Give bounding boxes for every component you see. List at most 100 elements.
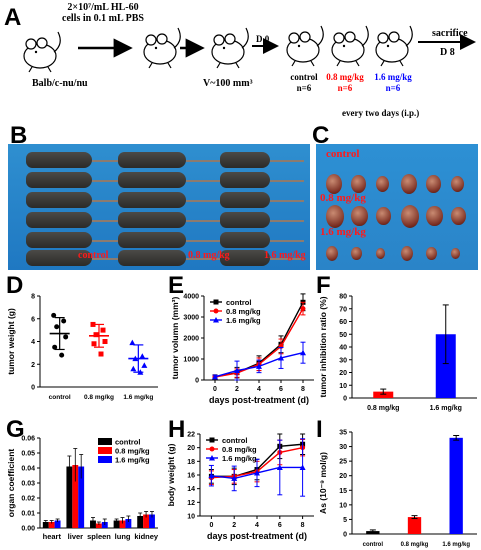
tumor-specimen xyxy=(351,246,362,260)
inhibition-y-tick-label: 70 xyxy=(339,306,347,313)
organ-legend-label: control xyxy=(115,438,140,447)
tumor-specimen xyxy=(376,247,385,259)
panel-label-h: H xyxy=(168,416,186,443)
mice-label-low-dose: 0.8 mg/kg xyxy=(188,250,230,261)
volume-x-axis-title: days post-treatment (d) xyxy=(209,395,309,405)
volume-legend-marker xyxy=(213,317,219,323)
organ-bar xyxy=(125,519,132,528)
organ-y-tick-label: 0.04 xyxy=(21,466,35,473)
body-weight-x-tick-label: 4 xyxy=(255,522,259,529)
volume-y-tick-label: 4000 xyxy=(183,294,199,301)
weight-point xyxy=(63,334,69,340)
mouse-tail xyxy=(186,220,224,222)
body-weight-y-tick-label: 22 xyxy=(187,432,195,439)
body-weight-y-tick-label: 20 xyxy=(187,445,195,452)
volume-x-tick-label: 6 xyxy=(279,386,283,393)
inhibition-x-tick-label: 1.6 mg/kg xyxy=(430,405,462,412)
body-weight-y-tick-label: 10 xyxy=(187,514,195,521)
body-weight-x-tick-label: 6 xyxy=(278,522,282,529)
volume-x-tick-label: 4 xyxy=(257,386,261,393)
weight-y-tick-label: 6 xyxy=(31,316,35,323)
weight-y-tick-label: 0 xyxy=(31,385,35,392)
weight-x-tick-label: 0.8 mg/kg xyxy=(84,394,114,401)
tumor-weight-chart: 0 2 4 6 8 tumor weight (g) control 0.8 mg/kg 1.6… xyxy=(6,294,158,401)
volume-legend-label: 0.8 mg/kg xyxy=(226,307,261,316)
tumor-specimen xyxy=(426,205,443,227)
mouse-tail xyxy=(270,220,304,222)
mouse-body xyxy=(118,232,186,248)
arsenic-y-tick-label: 10 xyxy=(339,502,347,509)
mouse-body xyxy=(26,232,92,248)
mouse-body xyxy=(220,232,270,248)
tumor-specimen xyxy=(426,246,437,260)
mouse-body xyxy=(26,172,92,188)
dosing-schedule: every two days (i.p.) xyxy=(342,108,420,118)
weight-point xyxy=(61,318,67,324)
arsenic-y-tick-label: 30 xyxy=(339,444,347,451)
organ-x-tick-label: spleen xyxy=(87,532,111,541)
weight-point xyxy=(100,327,106,333)
tumor-specimen xyxy=(401,205,419,228)
mouse-body xyxy=(118,172,186,188)
group-control: control n=6 xyxy=(282,72,326,94)
weight-x-tick-label: 1.6 mg/kg xyxy=(123,394,153,401)
schematic-drawing xyxy=(23,25,476,73)
panel-label-b: B xyxy=(10,122,28,149)
body-weight-legend-marker xyxy=(209,437,215,443)
group-high-dose-label: 1.6 mg/kg xyxy=(374,72,412,82)
volume-y-tick-label: 2000 xyxy=(183,336,199,343)
body-weight-chart: 10 12 14 16 18 20 22 body weight (g) 0 2 4 6 8 days p… xyxy=(166,432,314,541)
organ-bar xyxy=(143,514,150,528)
mouse-body xyxy=(118,152,186,168)
tumor-specimen xyxy=(451,175,464,192)
tumor-label-control: control xyxy=(326,148,360,160)
organ-bar xyxy=(119,520,126,528)
panel-label-d: D xyxy=(6,272,24,299)
organ-x-tick-label: heart xyxy=(43,532,62,541)
mouse-icon-high-dose xyxy=(375,25,413,67)
organ-legend-label: 0.8 mg/kg xyxy=(115,447,150,456)
arsenic-y-tick-label: 5 xyxy=(343,517,347,524)
group-high-dose: 1.6 mg/kg n=6 xyxy=(365,72,421,94)
volume-y-tick-label: 1000 xyxy=(183,357,199,364)
panel-label-g: G xyxy=(6,416,25,443)
mouse-body xyxy=(220,152,270,168)
organ-bar xyxy=(78,466,85,528)
mouse-tail xyxy=(270,160,304,162)
organ-coefficient-chart: 0.00 0.01 0.02 0.03 0.04 0.05 0.06 organ coeffi… xyxy=(6,436,159,542)
inhibition-y-axis-title: tumor inhibition ratio (%) xyxy=(318,296,328,397)
body-weight-x-tick-label: 8 xyxy=(301,522,305,529)
inhibition-y-tick-label: 10 xyxy=(339,383,347,390)
body-weight-point xyxy=(231,475,238,481)
arsenic-bar xyxy=(449,437,463,534)
body-weight-point xyxy=(276,464,283,470)
mouse-tail xyxy=(270,258,304,260)
volume-label: V~100 mm³ xyxy=(203,78,253,89)
organ-bar xyxy=(95,523,102,528)
tumor-specimen xyxy=(376,206,391,226)
weight-point xyxy=(98,351,104,357)
inhibition-x-tick-label: 0.8 mg/kg xyxy=(367,405,399,412)
mouse-body xyxy=(220,250,270,266)
arsenic-content-chart: 0 5 10 15 20 25 30 35 As (10⁻⁹ mol/g) control 0.8 … xyxy=(318,430,477,548)
mouse-icon-inoculated xyxy=(143,27,181,69)
weight-point xyxy=(59,352,65,358)
inhibition-bar xyxy=(435,334,456,398)
volume-point xyxy=(300,306,306,312)
organ-bar xyxy=(72,465,79,528)
tumor-specimen xyxy=(326,174,342,194)
weight-y-tick-label: 2 xyxy=(31,362,35,369)
group-low-dose-label: 0.8 mg/kg xyxy=(326,72,364,82)
panel-label-i: I xyxy=(316,416,323,443)
volume-point xyxy=(256,363,262,369)
weight-point xyxy=(102,339,108,344)
group-control-n: n=6 xyxy=(296,83,312,93)
weight-point xyxy=(54,324,60,330)
volume-x-tick-label: 8 xyxy=(301,386,305,393)
weight-point xyxy=(52,344,58,350)
panel-label-c: C xyxy=(312,122,330,149)
mouse-tail xyxy=(186,180,224,182)
weight-x-tick-label: control xyxy=(49,394,71,401)
organ-x-tick-label: lung xyxy=(115,532,131,541)
weight-point xyxy=(90,321,96,327)
